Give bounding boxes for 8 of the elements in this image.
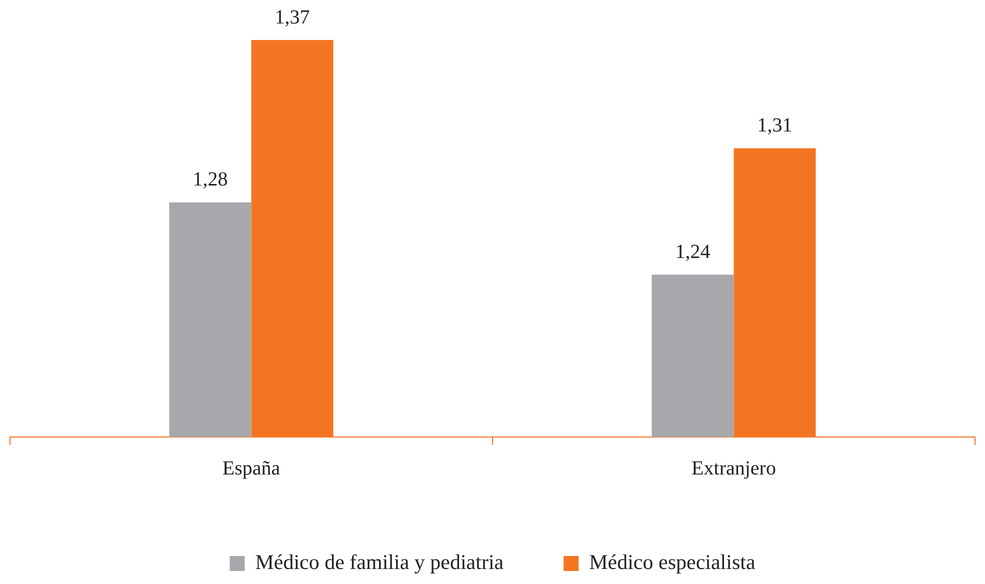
x-tick-label: Extranjero xyxy=(692,457,776,480)
legend-label: Médico especialista xyxy=(589,550,756,574)
legend-label: Médico de familia y pediatria xyxy=(255,550,504,574)
data-label: 1,24 xyxy=(675,240,710,263)
data-label: 1,28 xyxy=(192,168,228,191)
x-tick-label: España xyxy=(222,457,280,480)
data-label: 1,37 xyxy=(274,6,310,28)
data-label: 1,31 xyxy=(757,114,792,137)
